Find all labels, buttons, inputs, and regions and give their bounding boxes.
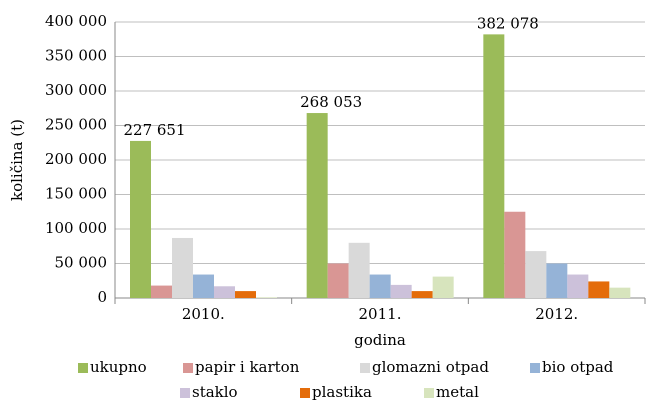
y-tick-label: 200 000 <box>45 150 107 168</box>
bar <box>525 251 547 298</box>
bar <box>504 211 526 298</box>
data-label: 227 651 <box>123 121 185 139</box>
legend-label: bio otpad <box>542 358 614 376</box>
y-tick-label: 0 <box>97 288 107 306</box>
y-tick-label: 400 000 <box>45 12 107 30</box>
data-label: 382 078 <box>477 14 539 32</box>
legend-swatch <box>360 363 370 373</box>
x-tick-label: 2012. <box>535 305 578 323</box>
x-tick-label: 2011. <box>359 305 402 323</box>
y-tick-label: 100 000 <box>45 219 107 237</box>
y-tick-label: 150 000 <box>45 185 107 203</box>
legend-label: papir i karton <box>195 358 300 376</box>
legend-label: glomazni otpad <box>372 358 489 376</box>
legend-swatch <box>424 388 434 398</box>
bar <box>546 263 568 298</box>
bar <box>348 242 370 298</box>
bar <box>235 291 256 298</box>
legend-swatch <box>180 388 190 398</box>
bar <box>369 274 391 298</box>
bar <box>588 281 610 298</box>
y-tick-label: 250 000 <box>45 116 107 134</box>
bar <box>193 274 214 298</box>
x-tick-label: 2010. <box>182 305 225 323</box>
bar <box>390 284 412 298</box>
bar <box>609 287 631 298</box>
legend-label: staklo <box>192 383 238 401</box>
bar <box>214 286 235 298</box>
x-axis-title: godina <box>354 331 406 349</box>
y-axis-title: količina (t) <box>8 119 26 201</box>
y-tick-label: 350 000 <box>45 47 107 65</box>
legend-swatch <box>183 363 193 373</box>
bar <box>411 291 433 298</box>
bar <box>151 285 172 298</box>
bar <box>256 297 277 298</box>
legend-swatch <box>78 363 88 373</box>
bar <box>327 263 349 298</box>
legend-label: plastika <box>312 383 372 401</box>
legend-label: metal <box>436 383 479 401</box>
bar <box>306 113 328 298</box>
y-tick-label: 50 000 <box>55 254 108 272</box>
legend-label: ukupno <box>90 358 147 376</box>
y-tick-label: 300 000 <box>45 81 107 99</box>
data-label: 268 053 <box>300 93 362 111</box>
bar <box>130 140 151 298</box>
bar <box>567 274 589 298</box>
bar <box>483 34 505 298</box>
legend-swatch <box>530 363 540 373</box>
legend-swatch <box>300 388 310 398</box>
bar <box>432 276 454 298</box>
bar <box>172 237 193 298</box>
